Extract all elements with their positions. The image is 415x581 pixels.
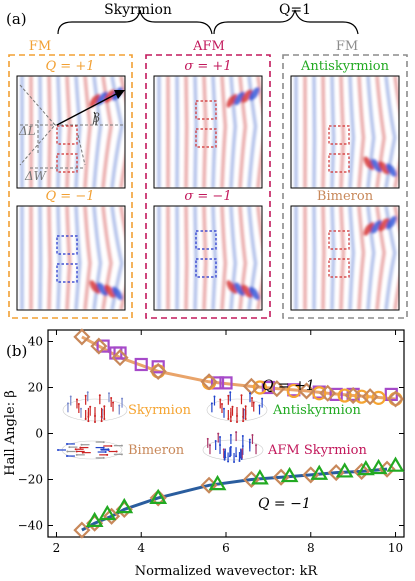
legend-skyrmion: Skyrmion: [128, 403, 192, 418]
y-tick-label: −20: [18, 473, 43, 487]
y-tick-label: 0: [35, 427, 43, 441]
skyrmion-icon: [62, 391, 128, 423]
subpanel-title-bimeron: Bimeron: [317, 189, 374, 204]
wave-bimeron: [290, 205, 400, 311]
marker-afm-skyrmion: [219, 376, 233, 390]
subpanel-title-q-plus: Q = +1: [46, 59, 95, 74]
panel-a-label: (a): [6, 10, 27, 28]
x-tick-label: 10: [388, 541, 403, 555]
q-minus-label: Q = −1: [258, 496, 311, 512]
marker-bimeron: [353, 462, 371, 481]
marker-antiskyrmion: [149, 488, 168, 504]
annotation-delta-w: ΔW: [24, 169, 48, 183]
marker-bimeron: [103, 507, 121, 525]
x-tick-label: 4: [137, 541, 145, 555]
marker-skyrmion: [252, 380, 268, 395]
marker-afm-skyrmion: [210, 376, 225, 390]
group-label-fm-left: FM: [29, 39, 51, 54]
afm-skyrmion-icon: [202, 431, 264, 463]
legend-bimeron: Bimeron: [128, 443, 185, 458]
x-axis-label: Normalized wavevector: kR: [135, 564, 319, 579]
y-axis-label: Hall Angle: β: [3, 390, 18, 476]
geometry-annotation: [19, 84, 125, 169]
marker-antiskyrmion: [310, 464, 329, 480]
marker-bimeron: [344, 386, 362, 405]
y-tick-label: −40: [18, 519, 43, 533]
subpanel-title-q-minus: Q = −1: [46, 189, 95, 204]
marker-bimeron: [90, 337, 108, 355]
marker-afm-skyrmion: [96, 339, 110, 353]
marker-bimeron: [149, 362, 167, 380]
annotation-beta: β: [92, 111, 100, 125]
marker-antiskyrmion: [280, 466, 299, 483]
wave-afm-sigma-plus: [153, 75, 263, 189]
x-tick-label: 2: [53, 541, 61, 555]
marker-antiskyrmion: [356, 459, 375, 476]
marker-antiskyrmion: [250, 469, 269, 485]
brace-q1-label: Q=1: [279, 2, 311, 18]
marker-bimeron: [319, 384, 337, 402]
marker-antiskyrmion: [98, 504, 117, 521]
group-label-fm-right: FM: [336, 39, 358, 54]
marker-afm-skyrmion: [134, 357, 148, 372]
marker-skyrmion: [312, 386, 327, 401]
axes: 2 4 6 8 10 −40 −20 0 20 40: [18, 330, 404, 555]
marker-skyrmion: [371, 390, 386, 405]
panel-b: (b) 2 4 6 8 10 −40 −20 0 20 40 Q = +1 Q = −1 Skyr…: [3, 328, 405, 579]
q-plus-label: Q = +1: [262, 378, 315, 394]
antiskyrmion-icon: [206, 391, 268, 423]
marker-bimeron: [149, 489, 167, 507]
y-tick-label: 20: [28, 381, 43, 395]
brace-skyrmion: [57, 9, 213, 35]
marker-bimeron: [73, 328, 91, 346]
marker-bimeron: [297, 382, 316, 400]
marker-skyrmion: [354, 389, 369, 404]
marker-antiskyrmion: [208, 474, 227, 491]
subpanel-title-antiskyrmion: Antiskyrmion: [300, 59, 390, 74]
marker-bimeron: [242, 377, 260, 395]
marker-bimeron: [111, 349, 129, 367]
wave-images: [16, 75, 400, 311]
marker-bimeron: [386, 390, 405, 408]
wave-antiskyrmion: [290, 75, 400, 189]
x-tick-label: 8: [307, 541, 315, 555]
y-tick-label: 40: [28, 335, 43, 349]
marker-antiskyrmion: [386, 456, 405, 472]
legend: Skyrmion Antiskyrmion Bimeron AFM Skyrmi…: [57, 391, 368, 463]
marker-antiskyrmion: [335, 462, 354, 478]
subpanel-title-sigma-minus: σ = −1: [184, 189, 231, 204]
marker-bimeron: [361, 388, 379, 406]
marker-bimeron: [268, 380, 286, 398]
marker-antiskyrmion: [369, 458, 388, 475]
group-box-fm-left: [8, 54, 133, 319]
marker-antiskyrmion: [115, 497, 134, 514]
marker-afm-skyrmion: [261, 380, 275, 395]
legend-antiskyrmion: Antiskyrmion: [272, 403, 362, 418]
plot-area: [47, 329, 405, 538]
marker-afm-skyrmion: [329, 387, 343, 401]
panel-b-label: (b): [6, 342, 27, 360]
x-tick-label: 6: [222, 541, 230, 555]
group-box-afm: [145, 54, 271, 319]
marker-afm-skyrmion: [151, 360, 165, 374]
group-label-afm: AFM: [192, 39, 225, 54]
brace-q1: [213, 9, 359, 35]
group-box-fm-right: [282, 54, 408, 319]
subpanel-title-sigma-plus: σ = +1: [184, 59, 231, 74]
wave-afm-sigma-minus: [153, 205, 263, 311]
brace-skyrmion-label: Skyrmion: [104, 2, 172, 18]
marker-bimeron: [73, 521, 91, 539]
data-markers: [73, 328, 405, 539]
marker-antiskyrmion: [85, 511, 104, 528]
bimeron-icon: [57, 440, 123, 460]
wave-fm-q-minus: [16, 205, 126, 311]
panel-a: (a) Skyrmion Q=1 FM AFM FM Q = +1 Q = −1…: [6, 2, 408, 319]
marker-bimeron: [200, 373, 218, 391]
marker-skyrmion: [337, 388, 352, 403]
annotation-delta-l: ΔL: [18, 124, 36, 138]
legend-afm-skyrmion: AFM Skyrmion: [267, 443, 368, 458]
